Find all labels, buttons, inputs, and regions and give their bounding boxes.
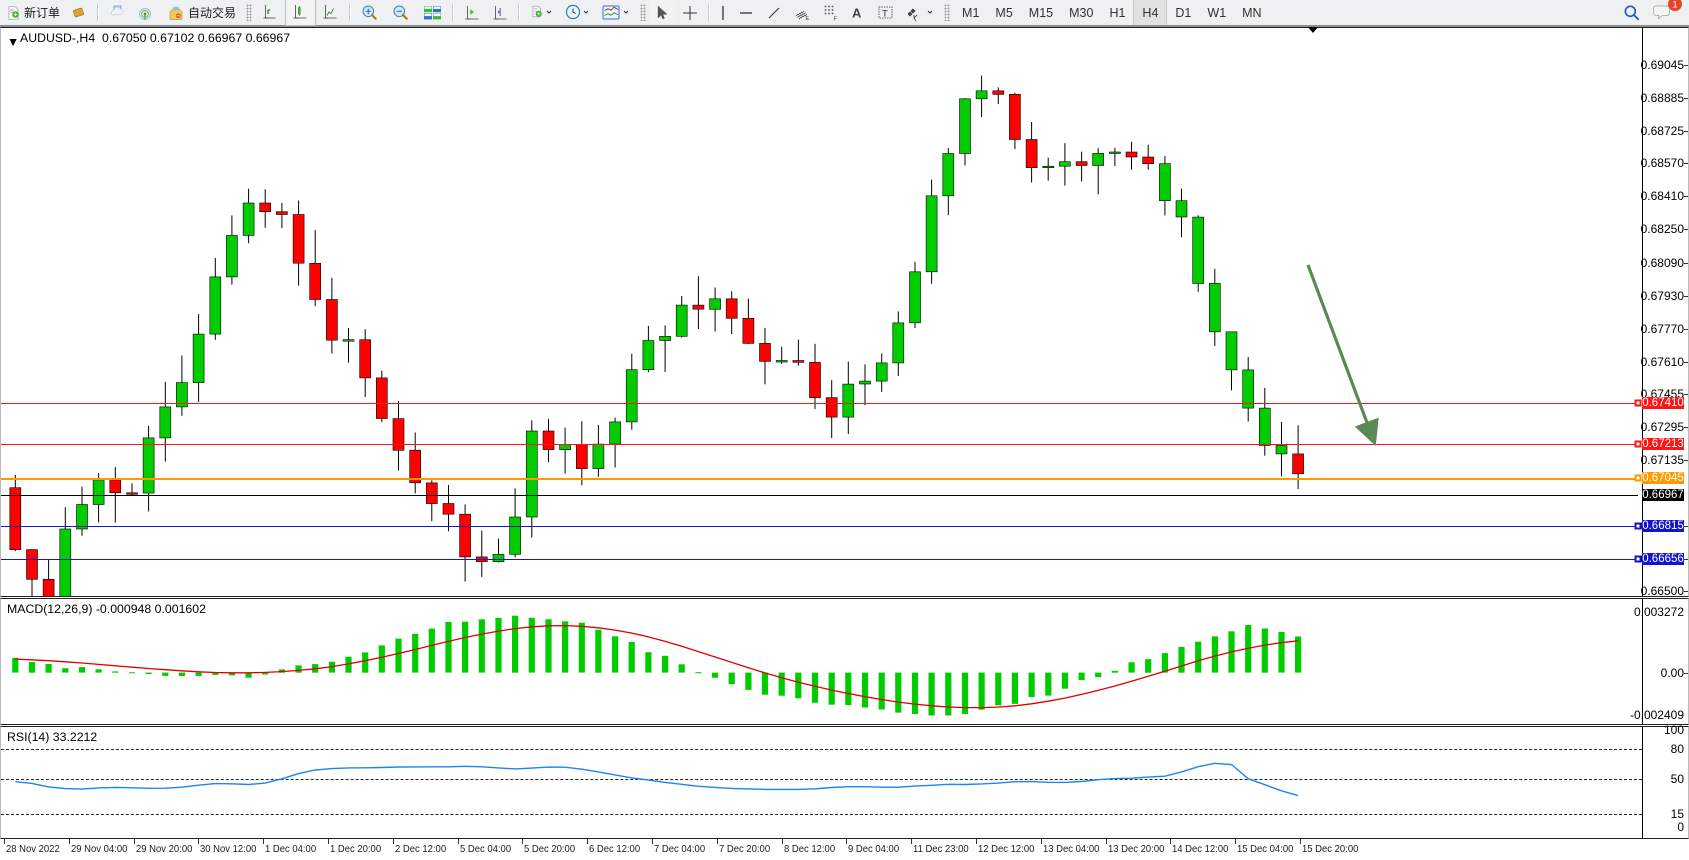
svg-text:F: F (834, 16, 838, 21)
svg-text:E: E (806, 16, 810, 21)
svg-text:A: A (852, 5, 862, 20)
svg-text:1: 1 (1672, 0, 1677, 10)
svg-text:T: T (882, 8, 888, 19)
